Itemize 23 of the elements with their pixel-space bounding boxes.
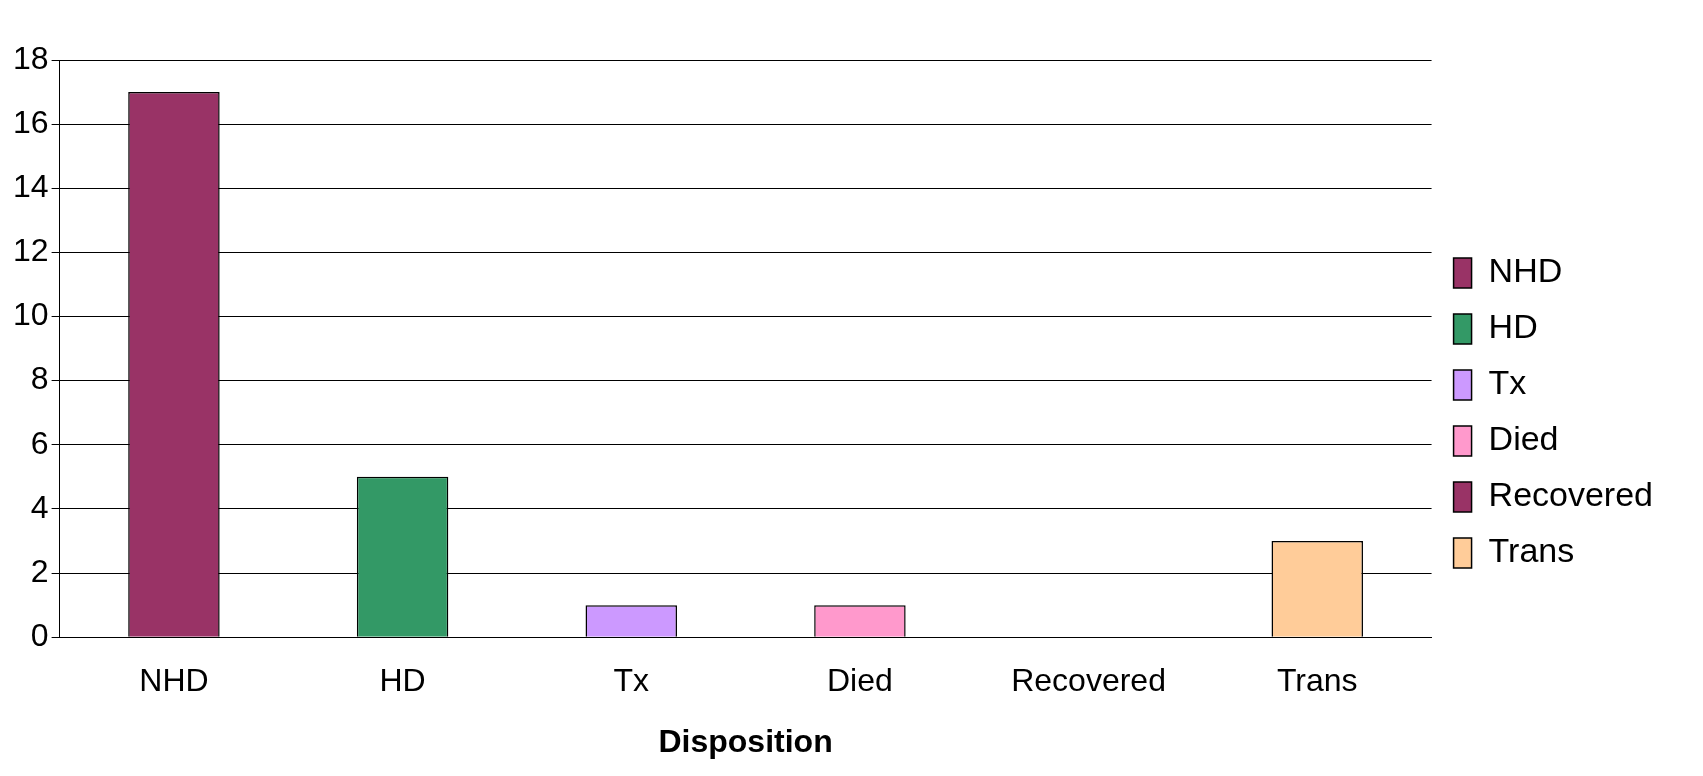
x-axis-title: Disposition	[658, 722, 833, 759]
legend-label: Recovered	[1488, 475, 1653, 514]
legend-label: NHD	[1488, 251, 1563, 290]
y-tick-label: 0	[30, 617, 49, 654]
x-tick-label: Tx	[613, 662, 650, 699]
x-tick-label: Died	[827, 662, 893, 699]
legend-label: Tx	[1488, 363, 1527, 402]
x-tick-label: Trans	[1276, 662, 1358, 699]
x-tick-label: NHD	[139, 662, 209, 699]
y-tick-label: 6	[30, 424, 49, 461]
y-tick-label: 14	[13, 168, 49, 205]
y-tick-label: 12	[13, 232, 49, 269]
legend-label: Died	[1488, 419, 1559, 458]
x-tick-label: HD	[379, 662, 426, 699]
y-tick-label: 4	[30, 488, 49, 525]
legend-label: Trans	[1488, 531, 1575, 570]
y-tick-label: 10	[13, 296, 49, 333]
y-tick-label: 16	[13, 103, 49, 140]
legend-label: HD	[1488, 307, 1538, 346]
y-tick-label: 2	[30, 552, 49, 589]
y-tick-label: 8	[30, 360, 49, 397]
y-tick-label: 18	[13, 39, 49, 76]
x-tick-label: Recovered	[1011, 662, 1166, 699]
